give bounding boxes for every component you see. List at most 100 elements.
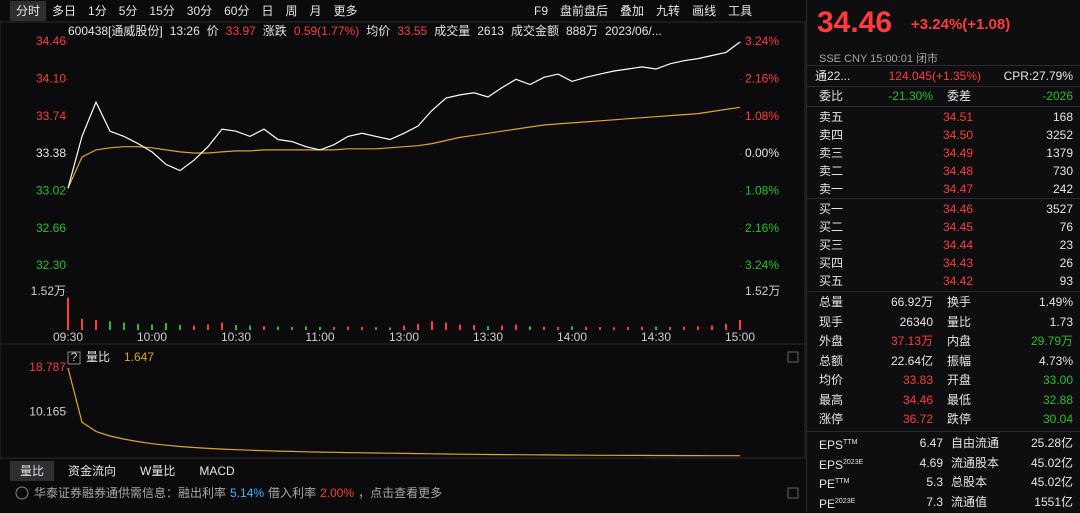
period-tab[interactable]: 月: [309, 4, 322, 18]
stat-item: 1.73: [1049, 314, 1073, 329]
footer-icon: [15, 486, 29, 500]
footer-bar: 华泰证券融券通供需信息：融出利率 5.14% 借入利率 2.00% ，点击查看更多: [34, 485, 446, 501]
fundamental-row: EPSTTM 6.47 自由流通 25.28亿: [807, 434, 1080, 452]
stat-item: 29.79万: [1030, 334, 1073, 348]
fundamental-sup: TTM: [843, 439, 858, 446]
volume-bar: [137, 323, 139, 330]
period-tab[interactable]: 多日: [52, 4, 77, 18]
period-tab[interactable]: 更多: [333, 4, 358, 18]
level-price: 34.48: [942, 164, 973, 178]
bottom-tabs: 量比 资金流向 W量比 MACD: [10, 461, 249, 481]
toolbar-tools: F9 盘前盘后 叠加 九转 画线 工具: [528, 1, 758, 21]
fundamental-value: 4.69: [919, 455, 943, 470]
bond-item: CPR:27.79%: [1003, 69, 1073, 83]
footer-text: 华泰证券融券通供需信息：融出利率: [34, 486, 227, 500]
tool-button[interactable]: 九转: [656, 4, 681, 18]
order-level: 买二 34.45 76: [807, 218, 1080, 236]
info-item: 涨跌: [262, 24, 287, 38]
level-label: 买二: [819, 220, 844, 234]
stat-item: 现手: [819, 314, 844, 329]
level-label: 买三: [819, 238, 844, 252]
volume-bar: [725, 323, 727, 330]
ratio-tick-label: 18.787: [29, 360, 66, 374]
close-button[interactable]: [787, 351, 799, 363]
separator: [807, 65, 1080, 66]
period-tab[interactable]: 60分: [224, 4, 250, 18]
info-item: 成交金额: [510, 24, 559, 38]
tool-button[interactable]: 画线: [692, 4, 717, 18]
level-price: 34.42: [942, 274, 973, 288]
x-tick-label: 14:00: [557, 330, 587, 344]
info-item: 价: [206, 24, 219, 38]
close-button[interactable]: [787, 487, 799, 499]
period-tab[interactable]: 30分: [186, 4, 213, 18]
stat-row: 现手 26340 量比 1.73: [807, 313, 1080, 331]
stat-item: 总额: [819, 353, 844, 368]
level-price: 34.44: [942, 238, 973, 252]
toolbar: 分时 多日 1分 5分 15分 30分 60分日周月更多: [10, 1, 364, 21]
volume-bar: [81, 318, 83, 330]
stat-item: 22.64亿: [890, 353, 933, 368]
period-tab[interactable]: 分时: [10, 1, 47, 21]
info-bar: 600438[通威股份] 13:26 价 33.97 涨跌 0.59(1.77%) 均价 33…: [68, 23, 669, 39]
level-label: 买四: [819, 256, 844, 270]
fundamental-row: EPS2023E 4.69 流通股本 45.02亿: [807, 454, 1080, 472]
volume-bar: [319, 326, 321, 330]
stat-item: 36.72: [902, 412, 933, 426]
volume-bar: [515, 324, 517, 330]
volume-bar: [641, 326, 643, 330]
indicator-tab[interactable]: W量比: [140, 464, 176, 478]
price-change: +3.24%(+1.08): [911, 16, 1011, 33]
level-volume: 26: [1059, 256, 1073, 270]
x-tick-label: 10:00: [137, 330, 167, 344]
volume-bar: [627, 327, 629, 330]
tool-button[interactable]: 工具: [728, 4, 753, 18]
tool-button[interactable]: 叠加: [620, 4, 645, 18]
quote-panel: 34.46 +3.24%(+1.08) SSE CNY 15:00:01 闭市 通22…: [806, 0, 1080, 512]
volume-bar: [165, 323, 167, 330]
chart-frame: [0, 21, 806, 459]
volume-bar: [249, 325, 251, 330]
level-price: 34.49: [942, 146, 973, 160]
level-label: 买一: [819, 202, 844, 216]
stat-row: 涨停 36.72 跌停 30.04: [807, 410, 1080, 428]
ratio-tick-label: 10.165: [29, 404, 66, 418]
tool-button[interactable]: F9: [534, 4, 549, 18]
volume-bar: [487, 326, 489, 330]
info-item: 2613: [477, 24, 504, 38]
stat-item: 总量: [819, 295, 844, 309]
volume-bar: [599, 327, 601, 330]
period-tab[interactable]: 15分: [149, 4, 175, 18]
fundamental-value: 5.3: [926, 475, 943, 489]
info-item: 均价: [366, 24, 391, 38]
y-tick-label: 33.02: [36, 184, 66, 198]
tool-button[interactable]: 盘前盘后: [560, 4, 609, 18]
info-item: 0.59(1.77%): [293, 24, 360, 38]
period-tab[interactable]: 日: [261, 4, 274, 18]
period-tab[interactable]: 1分: [88, 4, 107, 18]
stat-item: 换手: [947, 295, 972, 309]
separator: [807, 198, 1080, 199]
fundamental-value: 6.47: [919, 436, 943, 450]
fundamental-sup: TTM: [835, 478, 850, 485]
indicator-tab[interactable]: MACD: [199, 464, 235, 478]
market-status: SSE CNY 15:00:01 闭市: [819, 53, 939, 65]
footer-text[interactable]: ，点击查看更多: [358, 486, 443, 500]
stat-item: 均价: [819, 373, 844, 387]
help-box[interactable]: [67, 351, 81, 365]
volume-bar: [109, 321, 111, 330]
volume-bar: [501, 325, 503, 330]
chart-area: 34.46 34.10 33.74 33.38 33.02 32.66 32.30 3.24%…: [0, 21, 806, 500]
volume-bar: [375, 327, 377, 330]
order-level: 卖三 34.49 1379: [807, 144, 1080, 162]
indicator-tab[interactable]: 资金流向: [68, 464, 117, 478]
fundamental-label: 自由流通: [951, 436, 1000, 450]
info-item: 33.97: [225, 24, 256, 38]
volume-bar: [305, 326, 307, 330]
indicator-tab[interactable]: 量比: [10, 461, 55, 481]
period-tab[interactable]: 周: [285, 4, 298, 18]
period-tab[interactable]: 5分: [118, 4, 138, 18]
level-price: 34.51: [942, 110, 973, 124]
fundamental-row: PE2023E 7.3 流通值 1551亿: [807, 493, 1080, 511]
